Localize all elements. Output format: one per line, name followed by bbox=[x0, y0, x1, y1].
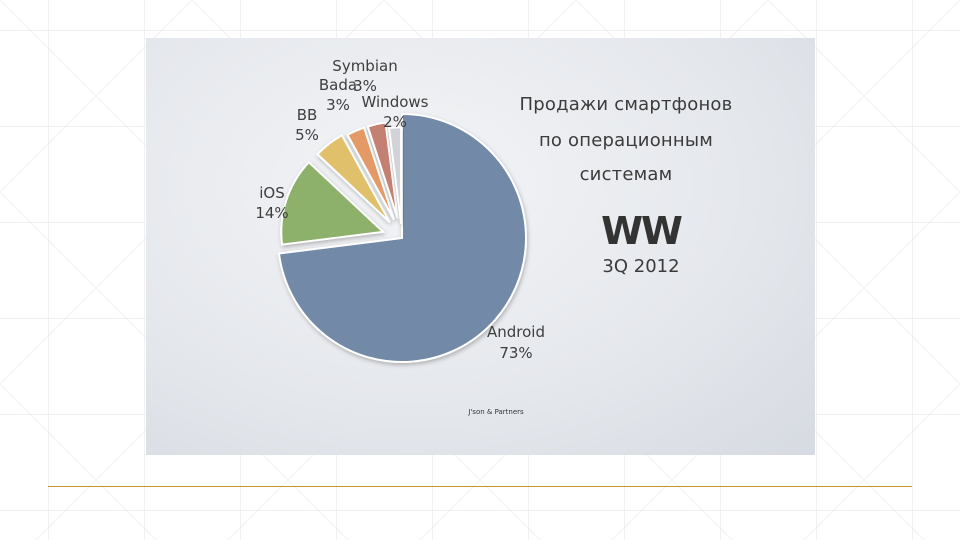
period-label: 3Q 2012 bbox=[602, 256, 680, 277]
pie-slice-android bbox=[277, 112, 527, 363]
slice-label-windows: Windows bbox=[362, 93, 429, 111]
slice-value-symbian: 3% bbox=[353, 77, 377, 95]
pie-chart: Android73%iOS14%BB5%Bada3%Symbian3%Windo… bbox=[255, 57, 545, 363]
chart-image-panel: Android 73% iOS 14% BB 5% Bada 3% Symbian 3% Windo… bbox=[146, 38, 815, 455]
pie-labels: Android73%iOS14%BB5%Bada3%Symbian3%Windo… bbox=[255, 57, 545, 362]
pie-slice-symbian bbox=[366, 121, 399, 219]
slice-value-ios: 14% bbox=[255, 204, 288, 222]
slice-value-bada: 3% bbox=[326, 96, 350, 114]
pie-slices bbox=[277, 112, 527, 363]
slice-label-bb: BB bbox=[297, 106, 318, 124]
chart-title-line-2: по операционным bbox=[538, 130, 714, 151]
region-label: WW bbox=[601, 209, 683, 253]
slice-value-windows: 2% bbox=[383, 113, 407, 131]
bottom-divider bbox=[48, 486, 912, 487]
pie-slice-bada bbox=[346, 126, 396, 221]
chart-title-line-1: Продажи смартфонов bbox=[519, 94, 733, 115]
slice-label-ios: iOS bbox=[259, 184, 285, 202]
chart-title-line-3: системам bbox=[579, 164, 673, 185]
pie-slice-ios bbox=[280, 160, 386, 246]
pie-slice-windows bbox=[387, 126, 403, 225]
slice-value-android: 73% bbox=[499, 344, 532, 362]
pie-slice-bb bbox=[316, 133, 391, 223]
slice-label-symbian: Symbian bbox=[332, 57, 397, 75]
slice-label-android: Android bbox=[487, 323, 545, 341]
source-credit: J'son & Partners bbox=[468, 408, 524, 416]
slice-label-bada: Bada bbox=[319, 76, 357, 94]
slice-value-bb: 5% bbox=[295, 126, 319, 144]
